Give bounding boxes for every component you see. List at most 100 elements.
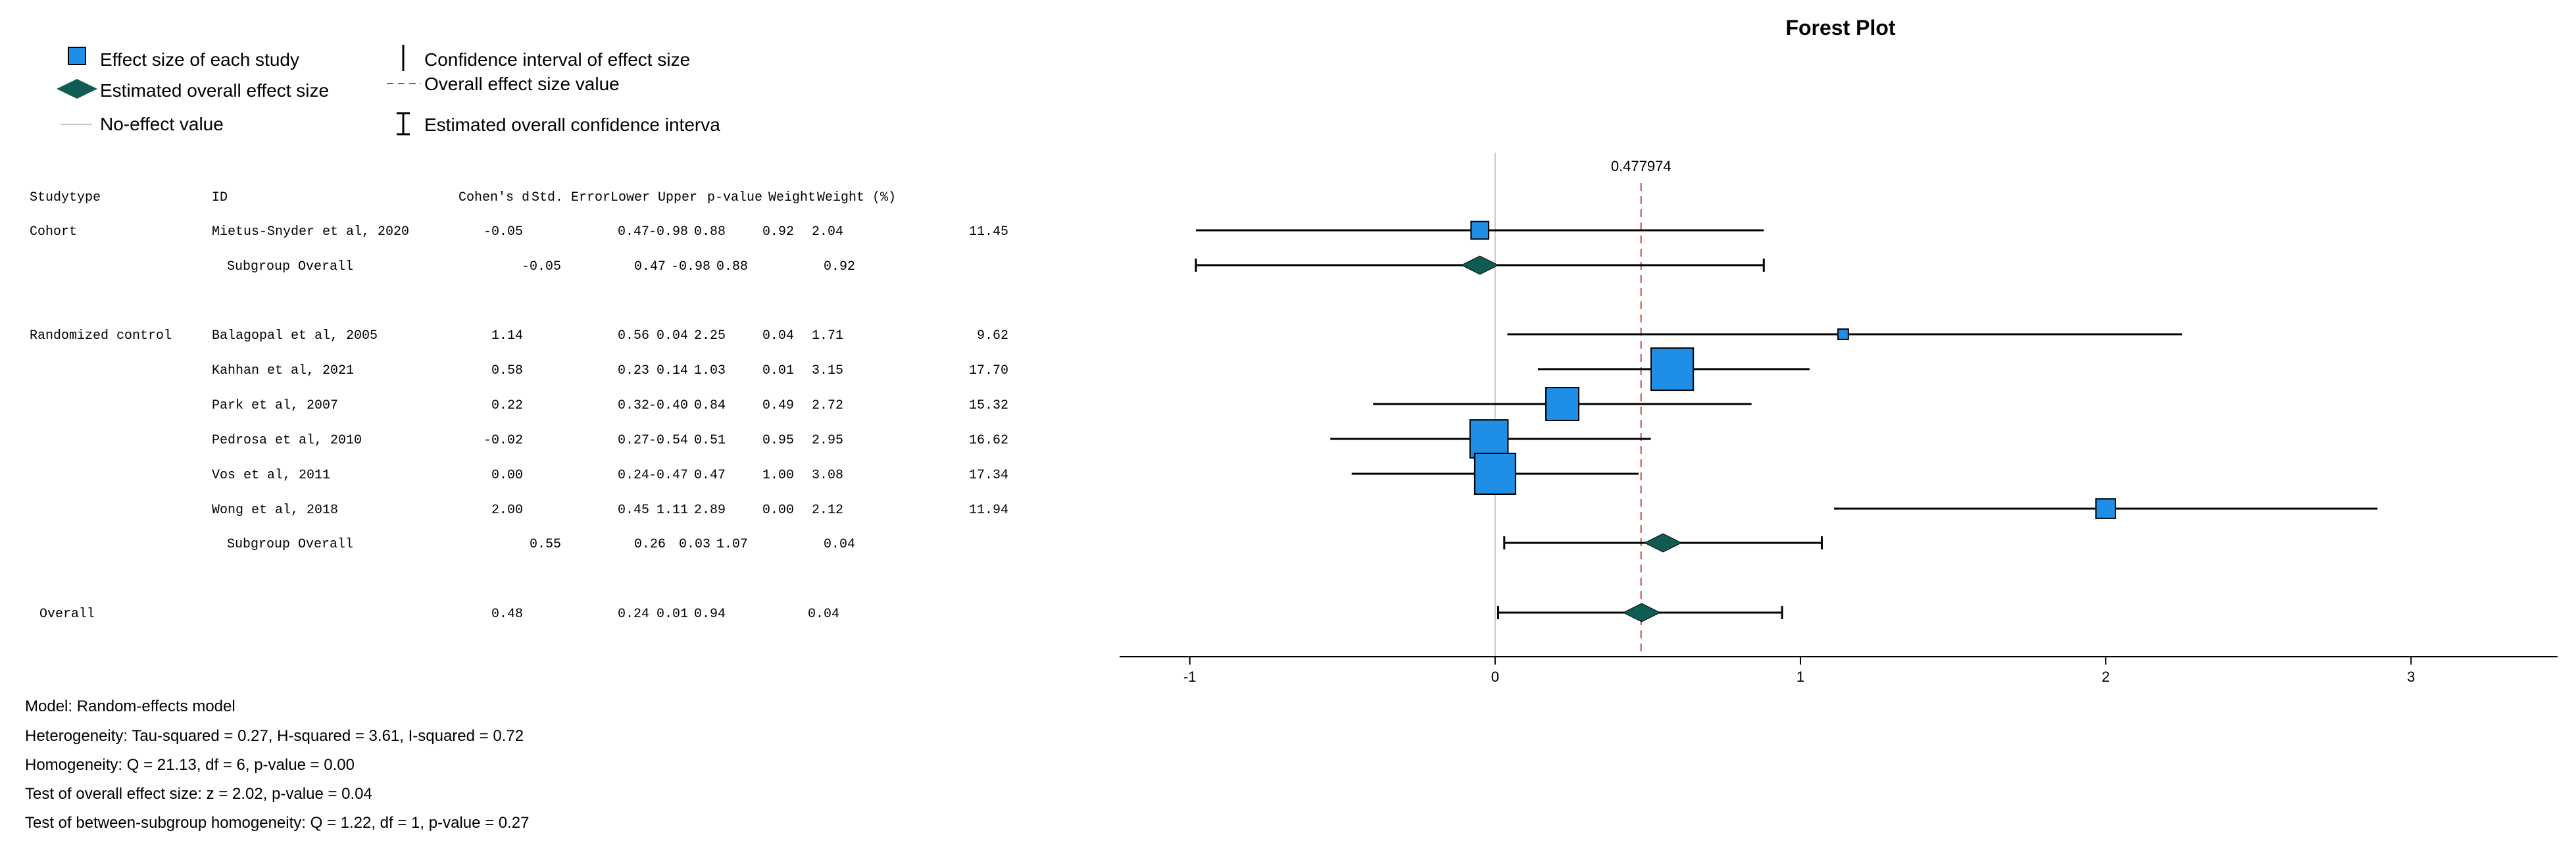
row-studytype: Cohort <box>30 224 77 240</box>
row-lower: -0.40 <box>649 398 688 413</box>
legend: Effect size of each study Estimated over… <box>57 45 720 136</box>
row-std-error: 0.56 <box>618 328 649 343</box>
row-upper: 2.89 <box>694 503 726 518</box>
effect-size-box <box>1469 419 1509 459</box>
row-cohens-d: 0.55 <box>530 537 561 552</box>
row-cohens-d: 0.00 <box>491 468 523 483</box>
header-weight-pct: Weight (%) <box>817 190 896 205</box>
row-std-error: 0.47 <box>634 259 666 274</box>
row-id: Kahhan et al, 2021 <box>212 363 354 378</box>
table-header: Studytype ID Cohen's d Std. Error Lower … <box>30 190 896 205</box>
header-id: ID <box>212 190 228 205</box>
row-lower: -0.47 <box>649 468 688 483</box>
row-lower: 0.14 <box>656 363 688 378</box>
stats-between-subgroup: Test of between-subgroup homogeneity: Q … <box>25 814 530 832</box>
row-weight-pct: 9.62 <box>977 328 1008 343</box>
table-row: Kahhan et al, 2021 0.58 0.23 0.14 1.03 0.01 3.… <box>212 363 1008 378</box>
row-upper: 0.88 <box>716 259 748 274</box>
row-lower: 1.11 <box>656 503 688 518</box>
row-weight: 3.15 <box>812 363 843 378</box>
row-id: Wong et al, 2018 <box>212 503 338 518</box>
table-row: Subgroup Overall 0.55 0.26 0.03 1.07 0.04 <box>227 537 855 552</box>
row-lower: 0.01 <box>656 607 688 622</box>
row-id: Vos et al, 2011 <box>212 468 330 483</box>
x-tick-label: 1 <box>1796 669 1804 685</box>
row-weight-pct: 17.34 <box>969 468 1008 483</box>
legend-box-icon <box>68 47 86 65</box>
plot-area: 0.477974 -1 0 1 2 3 <box>1120 153 2558 685</box>
x-tick-label: 0 <box>1491 669 1499 685</box>
row-lower: 0.04 <box>656 328 688 343</box>
row-upper: 2.25 <box>694 328 726 343</box>
subgroup-effect-diamond <box>1460 255 1499 275</box>
row-cohens-d: 0.48 <box>491 607 523 622</box>
stats-heterogeneity: Heterogeneity: Tau-squared = 0.27, H-squ… <box>25 727 524 745</box>
row-weight: 1.71 <box>812 328 843 343</box>
legend-overall-line-label: Overall effect size value <box>424 74 620 94</box>
row-std-error: 0.32 <box>618 398 649 413</box>
header-std-error: Std. Error <box>532 190 610 205</box>
legend-effect-size-label: Effect size of each study <box>100 49 299 70</box>
row-p-value: 0.49 <box>762 398 794 413</box>
row-upper: 0.94 <box>694 607 726 622</box>
row-cohens-d: -0.05 <box>522 259 561 274</box>
table-rows: Cohort Mietus-Snyder et al, 2020 -0.05 0.47… <box>30 224 1008 622</box>
header-upper: Upper <box>658 190 697 205</box>
row-weight: 2.72 <box>812 398 843 413</box>
chart-title: Forest Plot <box>1785 16 1895 39</box>
row-cohens-d: 2.00 <box>491 503 523 518</box>
row-std-error: 0.47 <box>618 224 649 240</box>
header-cohens-d: Cohen's d <box>458 190 530 205</box>
row-id: Balagopal et al, 2005 <box>212 328 378 343</box>
row-upper: 0.88 <box>694 224 726 240</box>
row-cohens-d: 1.14 <box>491 328 523 343</box>
row-std-error: 0.26 <box>634 537 666 552</box>
row-weight: 2.95 <box>812 433 843 448</box>
row-id: Subgroup Overall <box>227 259 353 274</box>
row-weight: 2.04 <box>812 224 843 240</box>
legend-no-effect-label: No-effect value <box>100 114 224 134</box>
row-lower: -0.98 <box>649 224 688 240</box>
x-tick-label: -1 <box>1183 669 1197 685</box>
row-studytype: Randomized control <box>30 328 172 343</box>
row-p-value: 0.04 <box>808 607 839 622</box>
effect-size-box <box>1545 387 1579 421</box>
row-p-value: 0.04 <box>824 537 855 552</box>
header-lower: Lower <box>610 190 650 205</box>
table-row: Cohort Mietus-Snyder et al, 2020 -0.05 0.47… <box>30 224 1008 240</box>
row-weight: 3.08 <box>812 468 843 483</box>
header-weight: Weight <box>768 190 816 205</box>
row-upper: 1.03 <box>694 363 726 378</box>
row-p-value: 1.00 <box>762 468 794 483</box>
row-weight: 2.12 <box>812 503 843 518</box>
legend-overall-ci-icon <box>397 112 410 136</box>
row-upper: 1.07 <box>716 537 748 552</box>
row-p-value: 0.92 <box>762 224 794 240</box>
row-weight-pct: 11.45 <box>969 224 1008 240</box>
table-row: Wong et al, 2018 2.00 0.45 1.11 2.89 0.00 2.12… <box>212 503 1008 518</box>
row-studytype: Overall <box>39 607 95 622</box>
row-cohens-d: -0.02 <box>483 433 523 448</box>
header-p-value: p-value <box>707 190 762 205</box>
overall-effect-value-label: 0.477974 <box>1611 158 1672 174</box>
table-row: Vos et al, 2011 0.00 0.24-0.47 0.47 1.00 3.08… <box>212 468 1008 483</box>
row-id: Park et al, 2007 <box>212 398 338 413</box>
overall-effect-diamond <box>1622 603 1661 622</box>
x-tick-label: 3 <box>2407 669 2415 685</box>
effect-size-box <box>1474 452 1516 495</box>
table-row: Park et al, 2007 0.22 0.32-0.40 0.84 0.49 2.7… <box>212 398 1008 413</box>
row-lower: 0.03 <box>679 537 710 552</box>
row-p-value: 0.95 <box>762 433 794 448</box>
table-row: Pedrosa et al, 2010 -0.02 0.27-0.54 0.51 0.9… <box>212 433 1008 448</box>
effect-size-box <box>1837 328 1849 340</box>
stats-model: Model: Random-effects model <box>25 697 235 715</box>
row-weight-pct: 11.94 <box>969 503 1008 518</box>
row-p-value: 0.01 <box>762 363 794 378</box>
legend-overall-effect-label: Estimated overall effect size <box>100 80 329 101</box>
row-weight-pct: 15.32 <box>969 398 1008 413</box>
row-upper: 0.51 <box>694 433 726 448</box>
row-p-value: 0.04 <box>762 328 794 343</box>
stats-overall-test: Test of overall effect size: z = 2.02, p… <box>25 785 372 803</box>
legend-ci-label: Confidence interval of effect size <box>424 49 690 70</box>
table-row: Subgroup Overall -0.05 0.47 -0.98 0.88 0.92 <box>227 259 855 274</box>
